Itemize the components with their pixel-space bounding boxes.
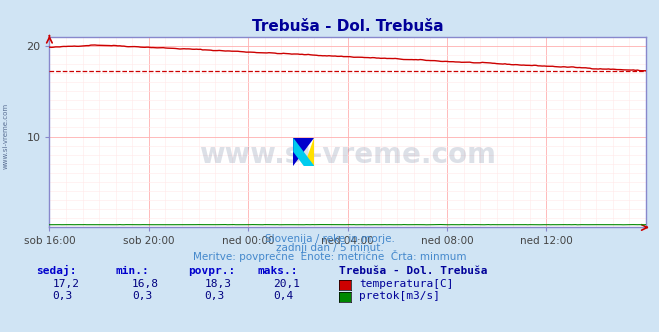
Text: pretok[m3/s]: pretok[m3/s] — [359, 291, 440, 301]
Text: 0,4: 0,4 — [273, 291, 294, 301]
Text: 20,1: 20,1 — [273, 279, 301, 289]
Text: min.:: min.: — [115, 266, 149, 276]
Text: Trebuša - Dol. Trebuša: Trebuša - Dol. Trebuša — [339, 266, 488, 276]
Text: 18,3: 18,3 — [204, 279, 231, 289]
Polygon shape — [304, 138, 314, 166]
Polygon shape — [293, 138, 314, 166]
Text: Slovenija / reke in morje.: Slovenija / reke in morje. — [264, 234, 395, 244]
Text: 0,3: 0,3 — [132, 291, 152, 301]
Polygon shape — [293, 138, 314, 166]
Text: 17,2: 17,2 — [53, 279, 80, 289]
Text: www.si-vreme.com: www.si-vreme.com — [199, 141, 496, 169]
Text: www.si-vreme.com: www.si-vreme.com — [2, 103, 9, 169]
Text: Meritve: povprečne  Enote: metrične  Črta: minmum: Meritve: povprečne Enote: metrične Črta:… — [192, 250, 467, 262]
Text: povpr.:: povpr.: — [188, 266, 235, 276]
Text: maks.:: maks.: — [257, 266, 297, 276]
Title: Trebuša - Dol. Trebuša: Trebuša - Dol. Trebuša — [252, 19, 444, 34]
Text: 0,3: 0,3 — [53, 291, 73, 301]
Text: 16,8: 16,8 — [132, 279, 159, 289]
Text: sedaj:: sedaj: — [36, 265, 76, 276]
Text: temperatura[C]: temperatura[C] — [359, 279, 453, 289]
Text: zadnji dan / 5 minut.: zadnji dan / 5 minut. — [275, 243, 384, 253]
Text: 0,3: 0,3 — [204, 291, 225, 301]
